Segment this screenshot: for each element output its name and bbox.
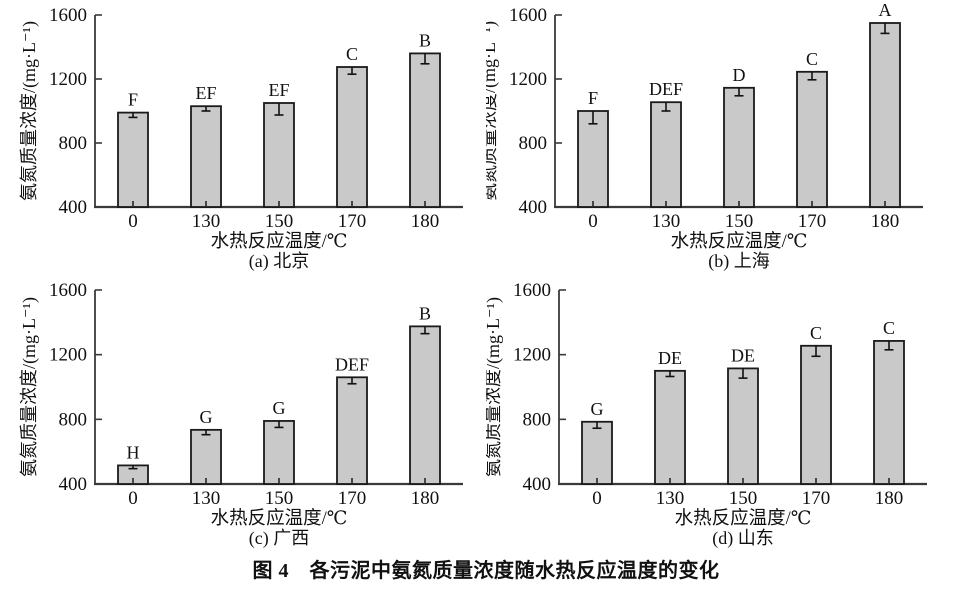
bar-chart-d-shandong: 400 800 1200 1600 G 0 DE 130 DE 150 C 170 C 180 水热反应温度… xyxy=(486,280,927,549)
bar-letter-label: H xyxy=(127,442,140,462)
bar-letter-label: EF xyxy=(268,80,289,100)
y-tick-label: 800 xyxy=(59,409,88,430)
subplot-subtitle: (a) 北京 xyxy=(249,251,309,272)
x-tick-label: 130 xyxy=(192,488,221,509)
y-axis-title: 氨氮质量浓度/(mg·L⁻¹) xyxy=(486,21,500,201)
y-tick-label: 400 xyxy=(59,197,88,218)
bar xyxy=(654,369,686,485)
bar-chart-a-beijing: 400 800 1200 1600 F 0 EF 130 EF 150 C 170 B 180 水热反应温度… xyxy=(19,5,463,272)
bar-letter-label: D xyxy=(733,65,746,85)
bar xyxy=(190,105,222,208)
y-tick-label: 1200 xyxy=(509,69,547,90)
subplot-subtitle: (b) 上海 xyxy=(708,251,770,272)
bar-letter-label: A xyxy=(879,0,892,20)
bar-chart-c-guangxi: 400 800 1200 1600 H 0 G 130 G 150 DEF 170 B 180 水热反应温度… xyxy=(19,280,463,549)
bar xyxy=(577,110,609,208)
y-tick-label: 400 xyxy=(519,197,548,218)
bar-letter-label: EF xyxy=(195,83,216,103)
x-tick-label: 150 xyxy=(265,488,294,509)
y-axis-title: 氨氮质量浓度/(mg·L⁻¹) xyxy=(19,21,40,201)
x-tick-label: 180 xyxy=(871,211,900,232)
y-tick-label: 1200 xyxy=(513,345,551,366)
bar xyxy=(409,52,441,208)
bar xyxy=(873,340,905,485)
y-tick-label: 1600 xyxy=(49,5,87,26)
x-axis-title: 水热反应温度/℃ xyxy=(675,508,812,529)
x-tick-label: 170 xyxy=(798,211,827,232)
x-tick-label: 0 xyxy=(128,211,138,232)
subplot-subtitle: (c) 广西 xyxy=(249,528,309,549)
x-tick-label: 0 xyxy=(128,488,138,509)
bar xyxy=(650,101,682,208)
x-tick-label: 0 xyxy=(592,488,602,509)
bar-letter-label: B xyxy=(419,30,431,50)
bar-chart-b-shanghai: 400 800 1200 1600 F 0 DEF 130 D 150 C 170 A 180 水热反应温度… xyxy=(486,0,923,272)
bar-letter-label: C xyxy=(806,49,818,69)
y-tick-label: 800 xyxy=(519,133,548,154)
bar xyxy=(723,86,755,208)
bar-letter-label: DEF xyxy=(335,354,369,374)
x-tick-label: 150 xyxy=(729,488,758,509)
y-tick-label: 400 xyxy=(59,474,88,495)
x-tick-label: 170 xyxy=(802,488,831,509)
bar xyxy=(263,420,295,485)
bar-letter-label: C xyxy=(810,323,822,343)
subplot-a-beijing: 400 800 1200 1600 F 0 EF 130 EF 150 C 170 B 180 水热反应温度… xyxy=(0,0,486,275)
x-axis-title: 水热反应温度/℃ xyxy=(211,508,348,529)
x-tick-label: 180 xyxy=(875,488,904,509)
y-axis-title: 氨氮质量浓度/(mg·L⁻¹) xyxy=(486,297,504,477)
bar-letter-label: C xyxy=(346,44,358,64)
bar xyxy=(869,22,901,208)
bar xyxy=(263,102,295,208)
y-tick-label: 800 xyxy=(59,133,88,154)
bar xyxy=(117,464,149,485)
bar-letter-label: F xyxy=(128,90,138,110)
subplot-c-guangxi: 400 800 1200 1600 H 0 G 130 G 150 DEF 170 B 180 水热反应温度… xyxy=(0,275,486,565)
y-axis-title: 氨氮质量浓度/(mg·L⁻¹) xyxy=(19,297,40,477)
bar-letter-label: DE xyxy=(658,348,682,368)
bar xyxy=(727,367,759,485)
bar-letter-label: C xyxy=(883,318,895,338)
figure-caption: 图 4 各污泥中氨氮质量浓度随水热反应温度的变化 xyxy=(252,560,720,582)
y-tick-label: 1600 xyxy=(513,280,551,301)
x-tick-label: 150 xyxy=(725,211,754,232)
bar xyxy=(190,428,222,485)
subplot-subtitle: (d) 山东 xyxy=(712,528,774,549)
x-tick-label: 170 xyxy=(338,488,367,509)
bar-letter-label: DE xyxy=(731,345,755,365)
x-tick-label: 130 xyxy=(656,488,685,509)
bar-letter-label: G xyxy=(200,407,213,427)
bar xyxy=(336,376,368,485)
bar xyxy=(581,420,613,485)
bar xyxy=(796,70,828,208)
x-tick-label: 180 xyxy=(411,211,440,232)
bar-letter-label: F xyxy=(588,88,598,108)
x-axis-title: 水热反应温度/℃ xyxy=(671,231,808,252)
bar xyxy=(336,66,368,208)
y-tick-label: 1600 xyxy=(49,280,87,301)
x-tick-label: 130 xyxy=(652,211,681,232)
bar-letter-label: B xyxy=(419,303,431,323)
bar-letter-label: G xyxy=(273,398,286,418)
x-tick-label: 170 xyxy=(338,211,367,232)
subplot-d-shandong: 400 800 1200 1600 G 0 DE 130 DE 150 C 170 C 180 水热反应温度… xyxy=(486,275,972,565)
x-tick-label: 150 xyxy=(265,211,294,232)
y-tick-label: 1200 xyxy=(49,69,87,90)
x-tick-label: 0 xyxy=(588,211,598,232)
bar xyxy=(117,111,149,208)
bar-letter-label: DEF xyxy=(649,79,683,99)
x-axis-title: 水热反应温度/℃ xyxy=(211,231,348,252)
x-tick-label: 130 xyxy=(192,211,221,232)
y-tick-label: 1200 xyxy=(49,345,87,366)
bar-letter-label: G xyxy=(591,399,604,419)
bar xyxy=(409,325,441,485)
bar xyxy=(800,344,832,485)
y-tick-label: 800 xyxy=(523,409,552,430)
y-tick-label: 400 xyxy=(523,474,552,495)
x-tick-label: 180 xyxy=(411,488,440,509)
subplot-b-shanghai: 400 800 1200 1600 F 0 DEF 130 D 150 C 170 A 180 水热反应温度… xyxy=(486,0,972,275)
y-tick-label: 1600 xyxy=(509,5,547,26)
